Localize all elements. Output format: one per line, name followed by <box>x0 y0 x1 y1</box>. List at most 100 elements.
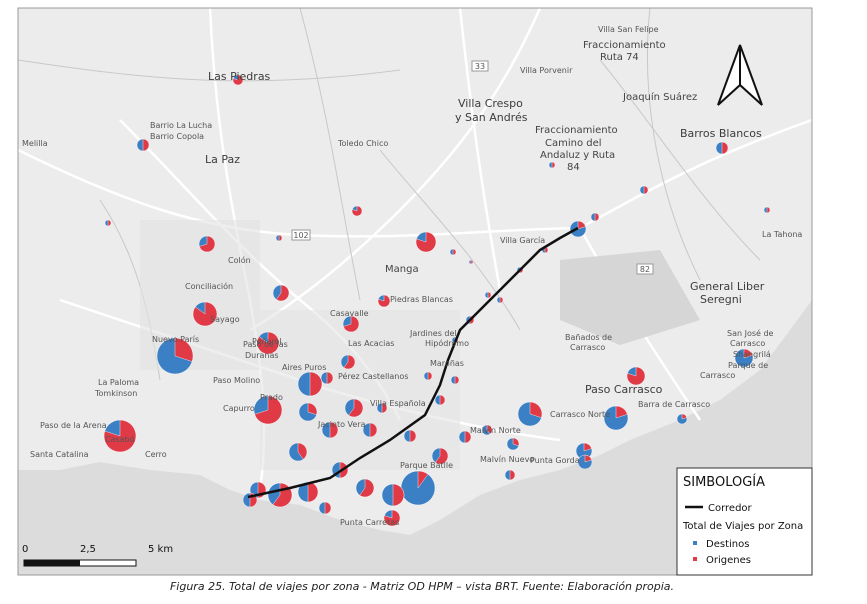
pie-origenes <box>470 259 474 265</box>
place-label: Villa San Felipe <box>598 25 659 34</box>
pie-origenes <box>615 405 628 419</box>
place-label: Piedras Blancas <box>390 295 453 304</box>
pie-origenes <box>499 296 504 304</box>
place-label: Hipódromo <box>425 338 469 348</box>
place-label: Villa García <box>500 236 545 245</box>
place-label: Villa Crespo <box>458 97 523 110</box>
place-label: Las Acacias <box>348 339 394 348</box>
place-label: Colón <box>228 255 251 265</box>
pie-origenes <box>232 74 244 86</box>
zone-pie <box>504 469 516 481</box>
place-label: Maroñas <box>430 359 464 368</box>
zone-pie <box>104 219 112 227</box>
pie-origenes <box>415 231 437 253</box>
zone-pie <box>484 291 492 299</box>
scale-label: 0 <box>22 544 28 555</box>
zone-pie <box>297 371 323 397</box>
pie-origenes <box>766 206 771 214</box>
zone-pie <box>450 375 460 385</box>
zone-pie <box>267 482 293 508</box>
pie-origenes <box>487 291 492 299</box>
pie-origenes <box>383 509 401 527</box>
zone-pie <box>639 185 649 195</box>
basemap <box>18 8 812 575</box>
pie-origenes <box>297 442 308 460</box>
map-frame <box>17 7 813 576</box>
place-label: Cerro <box>145 450 167 459</box>
pie-origenes <box>276 284 290 302</box>
corridor-line <box>247 226 579 499</box>
north-arrow <box>717 44 763 106</box>
place-label: Pérez Castellanos <box>338 371 408 381</box>
place-label: Parque Batlle <box>400 461 453 470</box>
zone-pie <box>400 470 436 506</box>
zone-pie <box>377 294 391 308</box>
zone-pie <box>103 419 137 453</box>
pie-origenes <box>584 454 592 463</box>
place-label: 84 <box>567 162 580 173</box>
place-label: Fraccionamiento <box>583 40 666 51</box>
pie-origenes <box>309 371 323 397</box>
legend: SIMBOLOGÍA Corredor Total de Viajes por … <box>676 467 813 576</box>
road-number: 102 <box>293 231 308 240</box>
place-label: Seregni <box>700 293 742 306</box>
zone-pie <box>340 354 356 370</box>
place-label: Aires Puros <box>282 363 326 372</box>
place-label: Punta Gorda <box>530 456 580 465</box>
place-label: La Paloma <box>98 378 139 387</box>
zone-pie <box>232 74 244 86</box>
pie-origenes <box>626 366 646 386</box>
place-label: Casavalle <box>330 309 369 318</box>
zone-pie <box>496 296 504 304</box>
zone-pie <box>344 398 364 418</box>
pie-origenes <box>643 185 649 195</box>
zone-pie <box>376 402 388 414</box>
zone-pie <box>288 442 308 462</box>
pie-origenes <box>278 234 283 242</box>
legend-title: SIMBOLOGÍA <box>683 474 765 490</box>
pie-origenes <box>721 141 729 155</box>
road-shields: 33 102 82 <box>291 60 654 275</box>
zone-pie <box>423 371 433 381</box>
pie-origenes <box>454 375 460 385</box>
pie-origenes <box>174 337 194 362</box>
pie-origenes <box>369 422 378 438</box>
legend-item: Origenes <box>706 555 751 566</box>
pie-origenes <box>439 394 446 406</box>
zone-pie <box>192 301 218 327</box>
pie-origenes <box>486 424 493 435</box>
pie-origenes <box>103 419 137 453</box>
zone-pie <box>506 437 520 451</box>
zone-pie <box>626 366 646 386</box>
scale-label: 2,5 <box>80 544 96 555</box>
zone-pie <box>763 206 771 214</box>
zone-pie <box>415 231 437 253</box>
legend-item: Destinos <box>706 539 749 550</box>
zone-pie <box>676 413 688 425</box>
zone-pie <box>351 205 363 217</box>
place-label: Jacinto Vera <box>317 420 366 429</box>
pie-origenes <box>343 315 360 333</box>
zone-pie <box>355 478 375 498</box>
pie-origenes <box>743 348 753 359</box>
place-label: Barros Blancos <box>680 127 762 140</box>
place-label: Manga <box>385 264 419 275</box>
place-label: Casabó <box>105 434 135 444</box>
pie-origenes <box>256 331 280 355</box>
zone-pie <box>253 395 283 425</box>
pie-origenes <box>348 398 364 418</box>
zone-pie <box>734 348 754 368</box>
zone-pie <box>590 212 600 222</box>
pie-origenes <box>435 447 449 465</box>
zone-pie <box>577 454 593 470</box>
zone-pie <box>321 421 339 439</box>
place-label: Sayago <box>210 315 240 324</box>
place-label: Prado <box>260 393 283 402</box>
zone-pie <box>156 337 194 375</box>
pie-origenes <box>381 402 388 414</box>
place-label: Parque de <box>728 361 768 370</box>
place-label: Nuevo París <box>152 335 199 344</box>
zone-pie <box>383 509 401 527</box>
zone-pie <box>256 331 280 355</box>
zone-pie <box>517 401 543 427</box>
